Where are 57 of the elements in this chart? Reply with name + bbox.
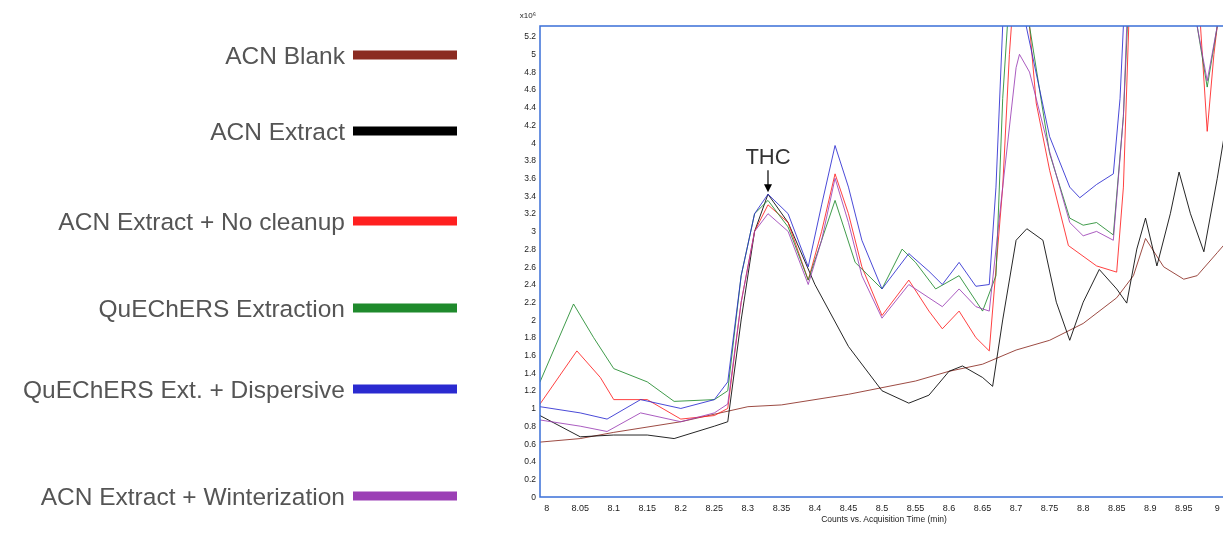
x-tick-label: 8.3 [741,503,755,513]
legend-label: QuEChERS Ext. + Dispersive [22,375,345,403]
x-tick-label: 8.95 [1174,503,1193,513]
y-tick-label: 1.6 [524,350,537,361]
x-tick-label: 8.9 [1143,503,1157,513]
x-tick-label: 8.2 [674,503,688,513]
y-tick-label: 0.6 [524,438,537,449]
x-tick-label: 8.45 [839,503,858,513]
x-tick-label: 8 [544,503,550,513]
y-tick-label: 0.2 [524,474,537,485]
y-tick-label: 1.2 [524,385,537,396]
legend-label: ACN Extract + No cleanup [58,207,345,235]
y-tick-label: 4.6 [524,84,537,95]
x-tick-label: 8.4 [808,503,822,513]
y-tick-label: 2.4 [524,279,537,290]
annotation: THC [745,144,791,170]
y-tick-label: 2.8 [524,243,537,254]
x-tick-label: 8.85 [1107,503,1126,513]
y-tick-label: 4.8 [524,66,537,77]
x-tick-label: 8.7 [1009,503,1023,513]
x-tick-label: 8.6 [942,503,956,513]
y-tick-label: 4.4 [524,102,537,113]
y-tick-label: 2.6 [524,261,537,272]
x-tick-label: 8.65 [973,503,992,513]
legend-label: ACN Blank [225,41,346,69]
y-tick-label: 1.4 [524,367,537,378]
y-tick-label: 5 [531,49,537,60]
legend-label: ACN Extract [210,117,346,145]
legend-label: QuEChERS Extraction [98,294,345,322]
y-tick-label: 4.2 [524,119,537,130]
x-tick-label: 8.55 [906,503,925,513]
x-tick-label: 8.25 [705,503,724,513]
x-tick-label: 8.05 [571,503,589,513]
y-tick-label: 3 [531,226,537,237]
y-tick-label: 3.4 [524,190,537,201]
x-axis-title: Counts vs. Acquisition Time (min) [821,514,947,524]
y-tick-label: 4 [531,137,537,148]
x-tick-label: 8.75 [1040,503,1059,513]
y-tick-label: 1 [531,403,537,414]
legend-label: ACN Extract + Winterization [40,482,345,510]
x-tick-label: 8.5 [875,503,889,513]
y-tick-label: 5.2 [524,31,537,42]
y-tick-label: 0.4 [524,456,537,467]
x-tick-label: 8.1 [607,503,621,513]
y-tick-label: 3.6 [524,173,537,183]
y-tick-label: 2 [531,314,537,325]
y-axis-title: x10⁶ [519,11,536,20]
y-tick-label: 0 [531,491,537,502]
x-tick-label: 8.8 [1076,503,1090,513]
y-tick-label: 2.2 [524,296,537,307]
y-tick-label: 1.8 [524,332,537,343]
x-tick-label: 9 [1214,503,1220,513]
y-tick-label: 0.8 [524,420,537,431]
y-tick-label: 3.8 [524,155,537,166]
y-tick-label: 3.2 [524,208,537,219]
x-tick-label: 8.15 [638,503,657,513]
x-tick-label: 8.35 [772,503,791,513]
